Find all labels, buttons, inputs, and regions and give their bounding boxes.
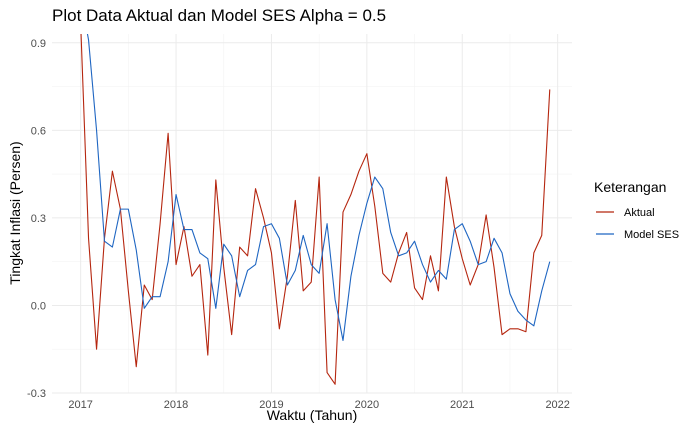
x-tick-label: 2022: [545, 399, 569, 411]
y-tick-label: 0.9: [31, 38, 46, 50]
legend-label-aktual: Aktual: [624, 207, 655, 219]
y-axis-ticks: -0.3 0.0 0.3 0.6 0.9: [27, 38, 46, 400]
series-line-model-ses: [86, 34, 551, 342]
plot-background: [52, 34, 572, 393]
x-axis-title: Waktu (Tahun): [267, 407, 358, 423]
y-tick-label: 0.6: [31, 125, 46, 137]
grid-minor-lines: [52, 34, 572, 393]
x-tick-label: 2017: [68, 399, 92, 411]
y-tick-label: 0.0: [31, 300, 46, 312]
legend: Keterangan Aktual Model SES: [594, 179, 679, 241]
legend-title: Keterangan: [594, 179, 666, 195]
x-tick-label: 2019: [259, 399, 283, 411]
plot-area: [52, 34, 572, 394]
series-line-aktual: [80, 34, 551, 385]
grid-major-lines: [52, 34, 572, 394]
series-lines: [80, 34, 551, 385]
chart-title: Plot Data Aktual dan Model SES Alpha = 0…: [52, 6, 386, 25]
y-axis-title: Tingkat Inflasi (Persen): [7, 141, 23, 284]
x-tick-label: 2018: [164, 399, 188, 411]
x-axis-ticks: 2017 2018 2019 2020 2021 2022: [68, 399, 570, 411]
x-tick-label: 2021: [450, 399, 474, 411]
legend-label-model-ses: Model SES: [624, 229, 679, 241]
y-tick-label: 0.3: [31, 213, 46, 225]
y-tick-label: -0.3: [27, 388, 46, 400]
x-tick-label: 2020: [355, 399, 379, 411]
legend-items: Aktual Model SES: [596, 207, 679, 241]
